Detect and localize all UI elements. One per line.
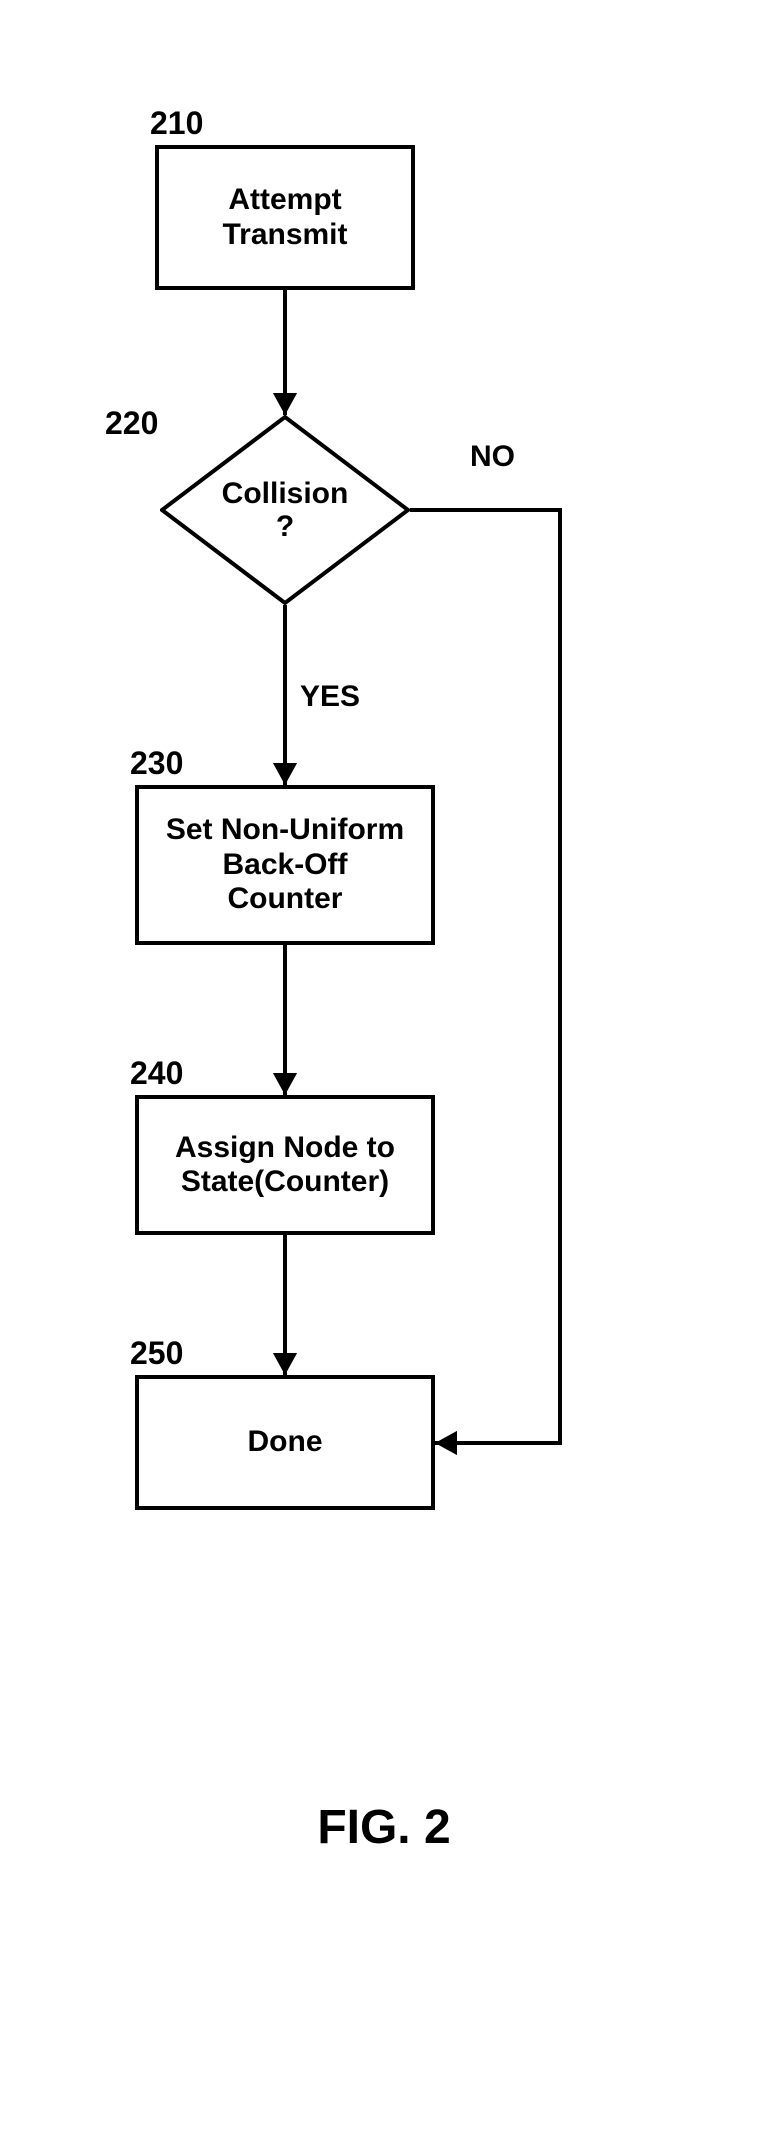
decision-node-text: Collision ? bbox=[160, 415, 410, 605]
process-node: Assign Node to State(Counter) bbox=[135, 1095, 435, 1235]
node-ref-label: 220 bbox=[105, 405, 158, 442]
node-ref-label: 250 bbox=[130, 1335, 183, 1372]
node-ref-label: 230 bbox=[130, 745, 183, 782]
process-node: Set Non-Uniform Back-Off Counter bbox=[135, 785, 435, 945]
node-ref-label: 240 bbox=[130, 1055, 183, 1092]
process-node: Attempt Transmit bbox=[155, 145, 415, 290]
decision-node: Collision ? bbox=[160, 415, 410, 605]
edge-label: YES bbox=[300, 680, 360, 714]
edge-label: NO bbox=[470, 440, 515, 474]
figure-title: FIG. 2 bbox=[0, 1800, 768, 1855]
node-ref-label: 210 bbox=[150, 105, 203, 142]
process-node: Done bbox=[135, 1375, 435, 1510]
